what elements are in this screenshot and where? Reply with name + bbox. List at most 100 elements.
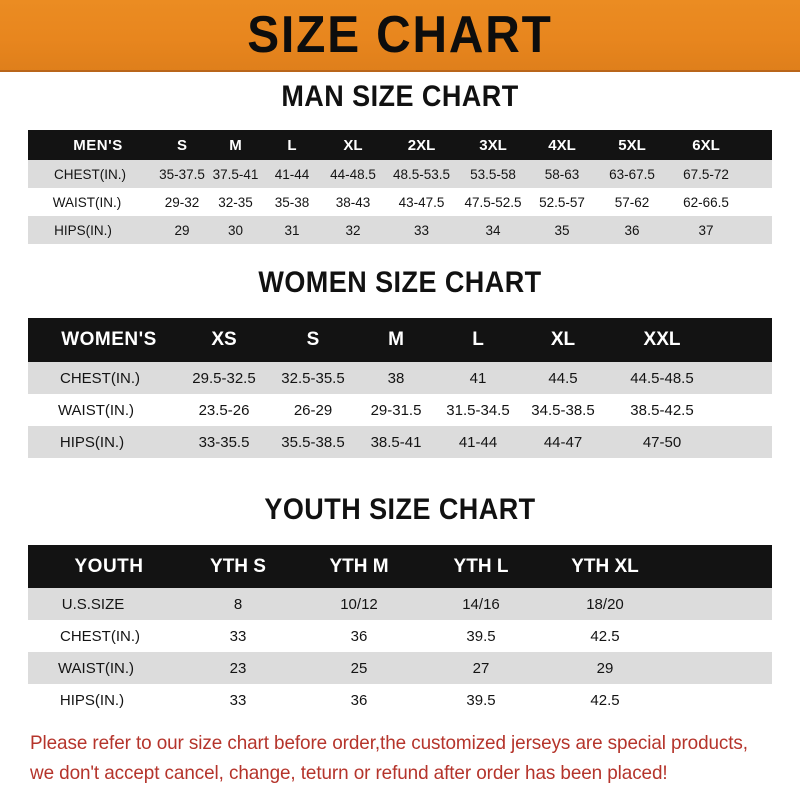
table-row: WAIST(IN.) 23 25 27 29 — [28, 652, 772, 684]
table-row: CHEST(IN.) 29.5-32.5 32.5-35.5 38 41 44.5 44.5… — [28, 362, 772, 394]
table-cell: 29 — [156, 216, 208, 244]
table-header-row: YOUTH YTH S YTH M YTH L YTH XL — [28, 545, 772, 588]
table-cell: 25 — [298, 652, 420, 684]
page-title: SIZE CHART — [247, 6, 553, 64]
row-label: HIPS(IN.) — [28, 426, 178, 458]
table-cell: 43-47.5 — [385, 188, 458, 216]
disclaimer-note: Please refer to our size chart before or… — [30, 728, 756, 788]
table-cell: 38.5-41 — [356, 426, 436, 458]
row-label: CHEST(IN.) — [28, 362, 178, 394]
column-header: YTH M — [329, 555, 389, 577]
table-cell: 57-62 — [596, 188, 668, 216]
row-label: HIPS(IN.) — [28, 216, 156, 244]
table-cell: 10/12 — [298, 588, 420, 620]
table-cell: 35-38 — [263, 188, 321, 216]
table-cell: 36 — [298, 684, 420, 716]
youth-table-body: YOUTH YTH S YTH M YTH L YTH XL U.S.SIZE 8 10/12… — [28, 545, 772, 716]
column-header: S — [306, 329, 320, 350]
column-header: 2XL — [407, 136, 436, 154]
women-section-title: WOMEN SIZE CHART — [258, 266, 542, 299]
table-row: CHEST(IN.) 35-37.5 37.5-41 41-44 44-48.5 48.5… — [28, 160, 772, 188]
table-cell: 26-29 — [270, 394, 356, 426]
table-cell: 33-35.5 — [178, 426, 270, 458]
table-cell: 63-67.5 — [596, 160, 668, 188]
table-cell: 36 — [298, 620, 420, 652]
disclaimer-line-2: we don't accept cancel, change, teturn o… — [30, 762, 668, 784]
table-cell: 58-63 — [528, 160, 596, 188]
man-size-table: MEN'S S M L XL 2XL 3XL 4XL 5XL 6XL CHEST(IN.) 35-37… — [28, 130, 772, 244]
table-cell: 48.5-53.5 — [385, 160, 458, 188]
youth-section-title: YOUTH SIZE CHART — [264, 493, 536, 526]
table-cell: 30 — [208, 216, 263, 244]
table-row: HIPS(IN.) 29 30 31 32 33 34 35 36 37 — [28, 216, 772, 244]
table-cell: 38 — [356, 362, 436, 394]
man-size-chart-section: MAN SIZE CHART MEN'S S M L XL 2XL 3XL 4XL 5XL 6XL… — [28, 82, 772, 244]
column-header: XS — [211, 329, 237, 350]
table-cell: 18/20 — [542, 588, 668, 620]
table-cell: 62-66.5 — [668, 188, 744, 216]
table-cell-spacer — [668, 652, 772, 684]
table-row: CHEST(IN.) 33 36 39.5 42.5 — [28, 620, 772, 652]
table-cell: 36 — [596, 216, 668, 244]
table-row: HIPS(IN.) 33 36 39.5 42.5 — [28, 684, 772, 716]
table-cell: 67.5-72 — [668, 160, 744, 188]
table-cell: 41 — [436, 362, 520, 394]
table-cell-spacer — [744, 216, 772, 244]
table-cell: 44.5 — [520, 362, 606, 394]
table-cell: 53.5-58 — [458, 160, 528, 188]
column-header: L — [472, 329, 484, 350]
table-cell: 32-35 — [208, 188, 263, 216]
column-header: XXL — [643, 329, 681, 350]
table-cell: 23 — [178, 652, 298, 684]
table-cell: 33 — [385, 216, 458, 244]
table-cell-spacer — [668, 684, 772, 716]
row-label: WAIST(IN.) — [28, 394, 178, 426]
table-cell-spacer — [718, 362, 772, 394]
women-size-chart-section: WOMEN SIZE CHART WOMEN'S XS S M L XL XXL CHEST(… — [28, 268, 772, 458]
table-cell-spacer — [718, 394, 772, 426]
column-header: YTH XL — [571, 555, 639, 577]
man-table-body: MEN'S S M L XL 2XL 3XL 4XL 5XL 6XL CHEST(IN.) 35-37… — [28, 130, 772, 244]
table-cell: 41-44 — [436, 426, 520, 458]
column-header: 5XL — [618, 136, 646, 154]
table-row: HIPS(IN.) 33-35.5 35.5-38.5 38.5-41 41-44 44-… — [28, 426, 772, 458]
table-cell: 29.5-32.5 — [178, 362, 270, 394]
column-header: YTH L — [453, 555, 509, 577]
table-cell: 33 — [178, 620, 298, 652]
table-cell: 39.5 — [420, 620, 542, 652]
table-cell: 52.5-57 — [528, 188, 596, 216]
table-header-label: WOMEN'S — [61, 329, 157, 350]
table-cell: 39.5 — [420, 684, 542, 716]
table-cell: 23.5-26 — [178, 394, 270, 426]
table-cell-spacer — [668, 588, 772, 620]
table-row: WAIST(IN.) 29-32 32-35 35-38 38-43 43-47.5 47.… — [28, 188, 772, 216]
women-size-table: WOMEN'S XS S M L XL XXL CHEST(IN.) 29.5-32.5 32.5… — [28, 318, 772, 458]
column-header: 3XL — [479, 136, 507, 154]
table-cell: 31.5-34.5 — [436, 394, 520, 426]
table-cell: 35 — [528, 216, 596, 244]
table-cell: 44-47 — [520, 426, 606, 458]
table-cell: 32.5-35.5 — [270, 362, 356, 394]
table-cell: 35-37.5 — [156, 160, 208, 188]
youth-size-table: YOUTH YTH S YTH M YTH L YTH XL U.S.SIZE 8 10/12… — [28, 545, 772, 716]
table-header-row: MEN'S S M L XL 2XL 3XL 4XL 5XL 6XL — [28, 130, 772, 160]
table-header-label: YOUTH — [74, 555, 144, 577]
disclaimer-line-1: Please refer to our size chart before or… — [30, 732, 748, 754]
table-cell: 32 — [321, 216, 385, 244]
table-cell: 31 — [263, 216, 321, 244]
table-cell: 42.5 — [542, 684, 668, 716]
table-row: WAIST(IN.) 23.5-26 26-29 29-31.5 31.5-34.5 34… — [28, 394, 772, 426]
youth-size-chart-section: YOUTH SIZE CHART YOUTH YTH S YTH M YTH L YTH… — [28, 495, 772, 716]
women-table-body: WOMEN'S XS S M L XL XXL CHEST(IN.) 29.5-32.5 32.5… — [28, 318, 772, 458]
man-section-title: MAN SIZE CHART — [281, 80, 519, 113]
column-header: L — [287, 136, 297, 154]
table-cell: 47-50 — [606, 426, 718, 458]
table-cell: 37 — [668, 216, 744, 244]
column-header: M — [229, 136, 242, 154]
row-label: CHEST(IN.) — [28, 160, 156, 188]
table-cell: 37.5-41 — [208, 160, 263, 188]
table-cell: 44.5-48.5 — [606, 362, 718, 394]
table-cell-spacer — [744, 160, 772, 188]
column-header: XL — [550, 329, 576, 350]
table-cell: 33 — [178, 684, 298, 716]
